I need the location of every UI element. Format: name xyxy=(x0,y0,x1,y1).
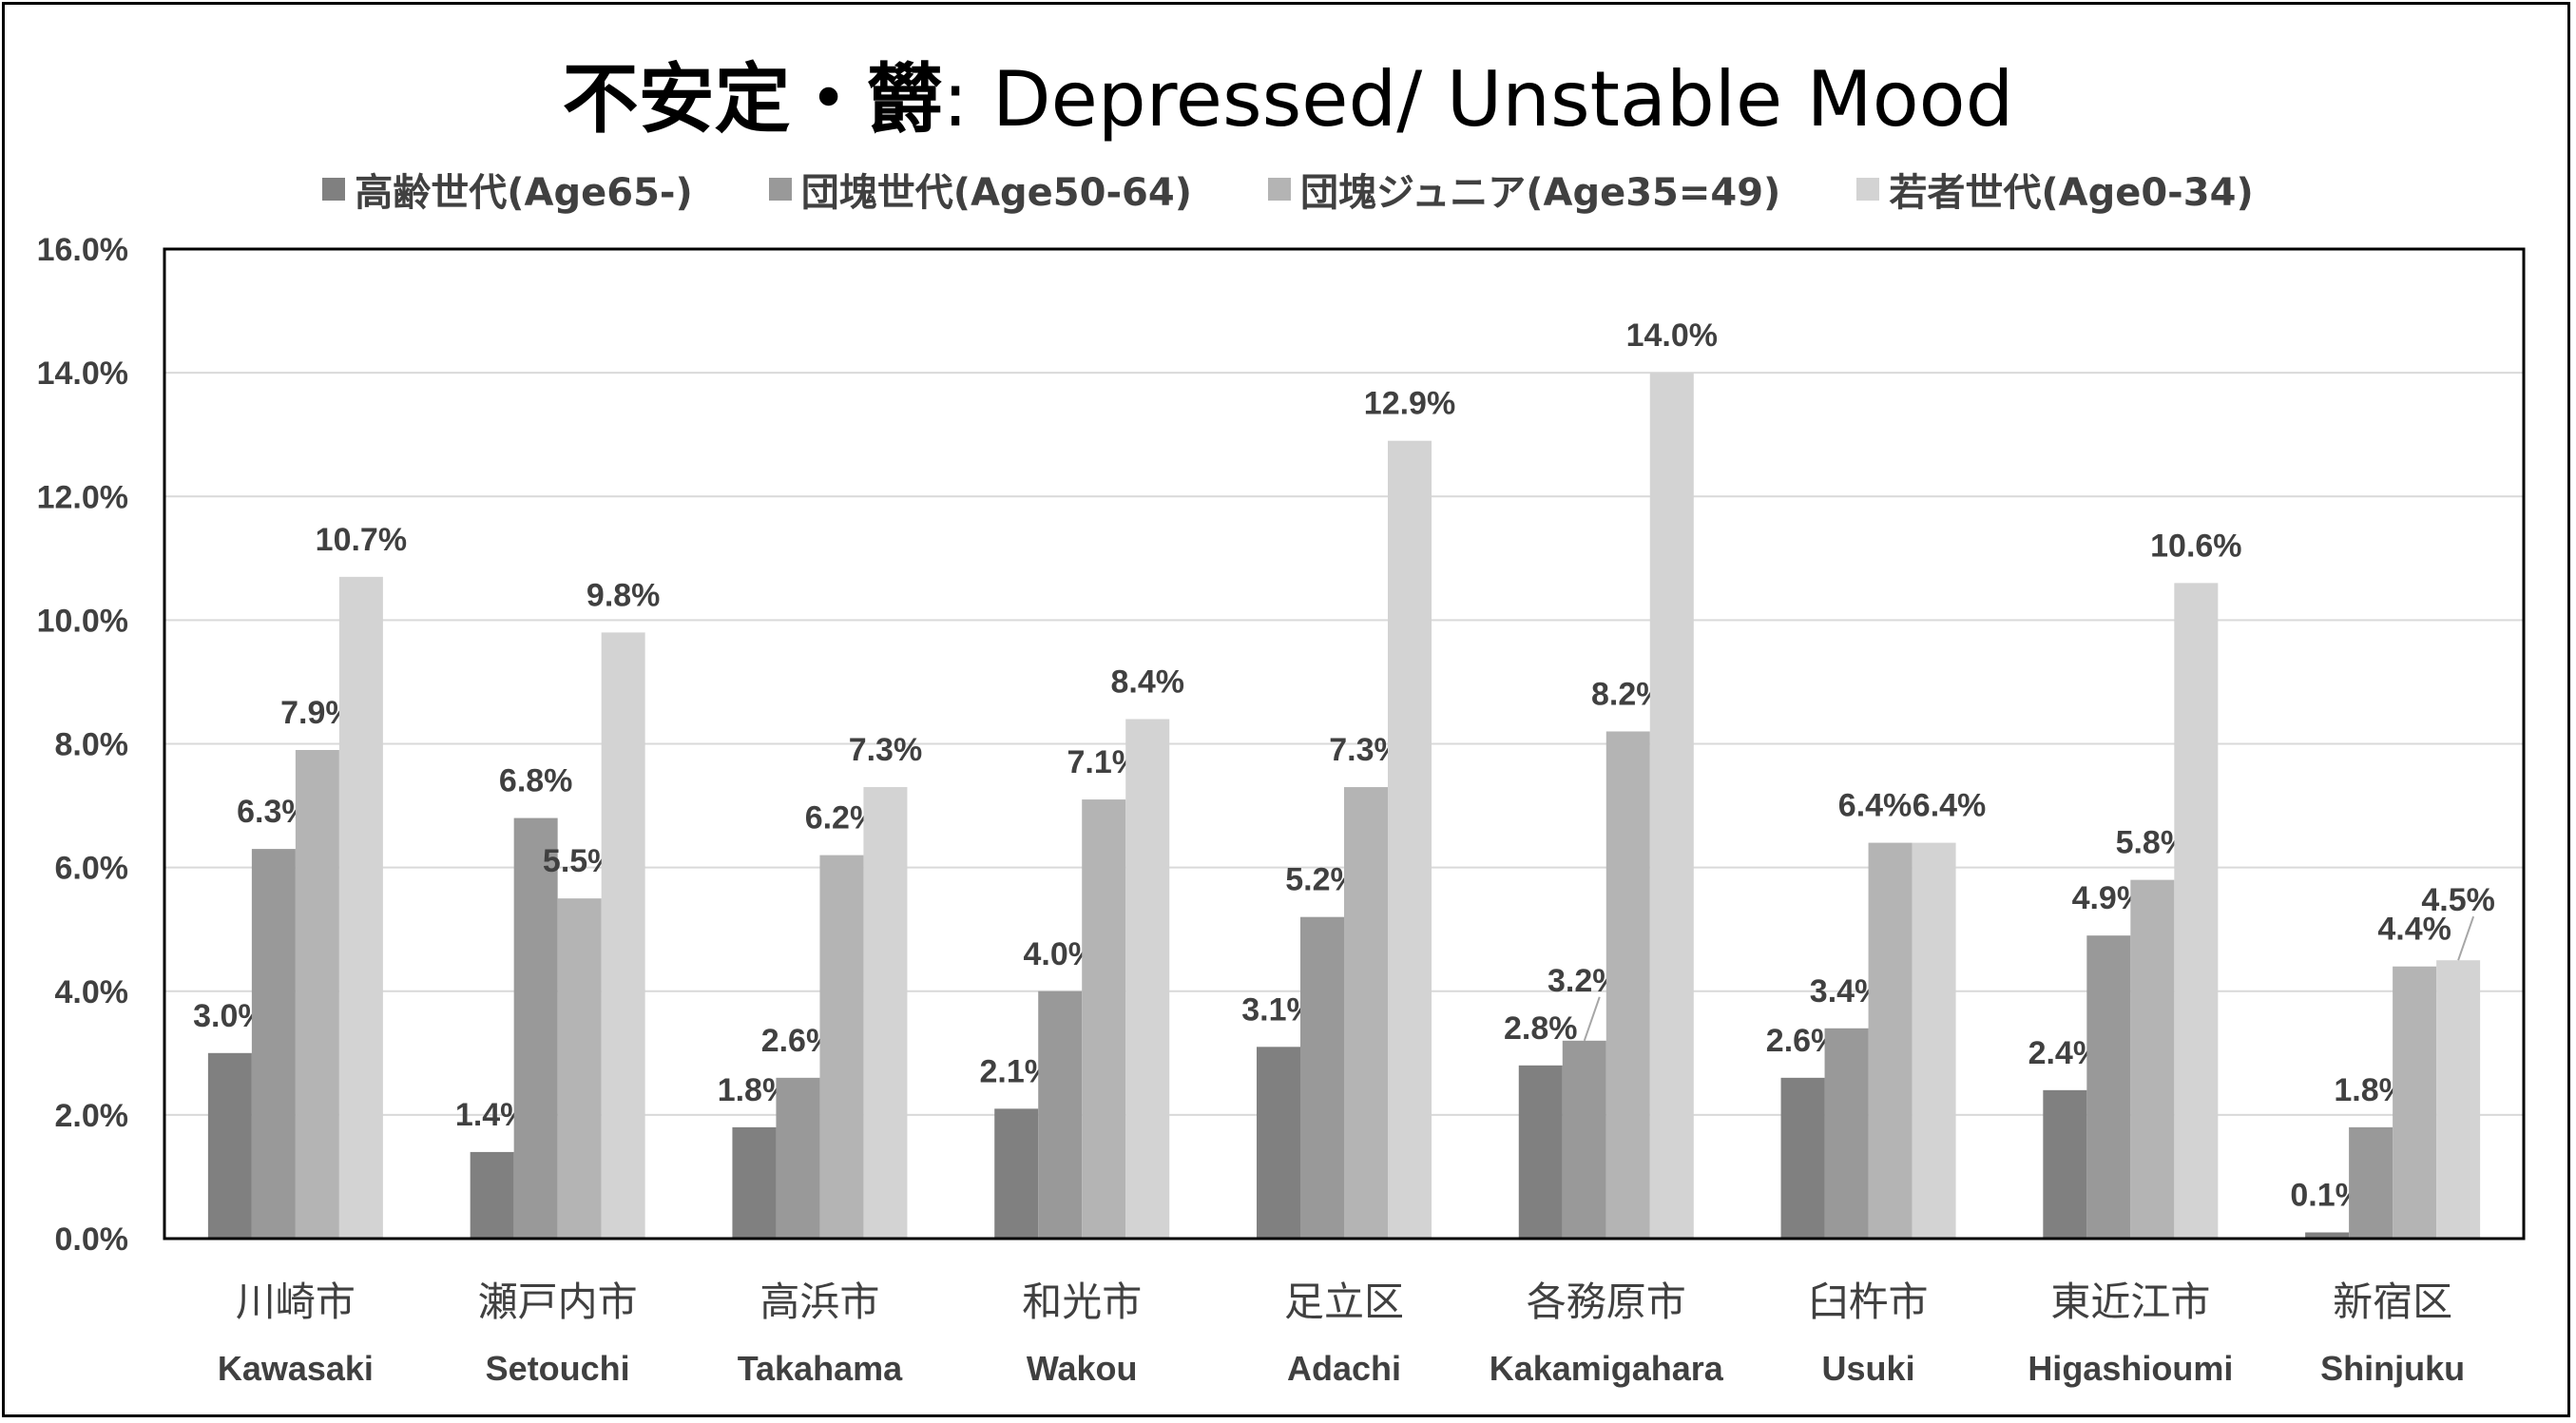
data-label: 6.4% xyxy=(1913,788,1987,824)
category-label-jp: 東近江市 xyxy=(2050,1279,2210,1325)
data-label: 10.7% xyxy=(316,522,407,558)
legend-label: 団塊ジュニア(Age35=49) xyxy=(1300,171,1781,215)
legend-swatch xyxy=(322,178,346,201)
legend-item: 高齢世代(Age65-) xyxy=(322,162,693,217)
bar xyxy=(1038,990,1083,1239)
bar xyxy=(994,1108,1039,1239)
bar xyxy=(2436,960,2481,1239)
legend-item: 団塊ジュニア(Age35=49) xyxy=(1268,162,1780,217)
legend-item: 団塊世代(Age50-64) xyxy=(768,162,1193,217)
bar xyxy=(513,817,558,1239)
bar xyxy=(1125,719,1170,1239)
legend-item: 若者世代(Age0-34) xyxy=(1856,162,2254,217)
bar xyxy=(2174,583,2219,1239)
bar xyxy=(1912,842,1956,1239)
data-label: 4.5% xyxy=(2421,882,2495,918)
data-label: 2.8% xyxy=(1504,1010,1578,1047)
legend-label: 高齢世代(Age65-) xyxy=(355,171,693,215)
bar xyxy=(1868,842,1913,1239)
bar xyxy=(863,787,908,1239)
bar xyxy=(2393,966,2437,1239)
category-label-jp: 臼杵市 xyxy=(1809,1279,1929,1325)
bar xyxy=(1562,1040,1606,1239)
bar xyxy=(2086,935,2131,1239)
legend-swatch xyxy=(1856,178,1880,201)
data-label: 6.8% xyxy=(499,763,573,799)
bar xyxy=(338,576,383,1239)
bar xyxy=(819,855,864,1239)
y-tick-label: 0.0% xyxy=(55,1221,129,1258)
data-label: 9.8% xyxy=(586,577,661,613)
bar xyxy=(557,898,602,1239)
chart-legend: 高齢世代(Age65-) 団塊世代(Age50-64) 団塊ジュニア(Age35=4… xyxy=(0,162,2576,217)
data-label: 4.4% xyxy=(2377,912,2451,948)
category-label-en: Kawasaki xyxy=(218,1349,374,1388)
bar xyxy=(2043,1089,2087,1239)
bar xyxy=(732,1126,777,1239)
data-label: 7.3% xyxy=(849,732,923,768)
category-label-en: Higashioumi xyxy=(2028,1349,2233,1388)
category-label-en: Usuki xyxy=(1822,1349,1915,1388)
bar xyxy=(1300,916,1344,1239)
legend-swatch xyxy=(1268,178,1292,201)
bar xyxy=(251,849,296,1239)
category-label-jp: 高浜市 xyxy=(759,1279,879,1325)
category-label-jp: 新宿区 xyxy=(2333,1279,2452,1325)
y-tick-label: 14.0% xyxy=(37,356,128,392)
legend-label: 若者世代(Age0-34) xyxy=(1889,171,2254,215)
y-tick-label: 4.0% xyxy=(55,974,129,1010)
bar xyxy=(295,750,339,1239)
bar xyxy=(1082,799,1126,1239)
bar xyxy=(1649,373,1694,1239)
data-label: 14.0% xyxy=(1626,317,1718,354)
y-tick-label: 2.0% xyxy=(55,1098,129,1134)
bar xyxy=(1257,1047,1300,1239)
category-label-jp: 足立区 xyxy=(1284,1279,1404,1325)
bar xyxy=(1780,1077,1825,1239)
bar xyxy=(470,1151,514,1239)
category-label-en: Adachi xyxy=(1287,1349,1401,1388)
data-label: 8.4% xyxy=(1110,663,1184,700)
y-tick-label: 8.0% xyxy=(55,727,129,763)
y-tick-label: 10.0% xyxy=(37,603,128,639)
category-label-jp: 瀬戸内市 xyxy=(478,1279,638,1325)
chart-title-jp: 不安定・欝 xyxy=(562,55,943,144)
category-label-en: Shinjuku xyxy=(2320,1349,2465,1388)
bar xyxy=(1824,1028,1869,1239)
bar xyxy=(2305,1232,2350,1239)
category-label-jp: 和光市 xyxy=(1022,1279,1142,1325)
bar xyxy=(1388,440,1432,1240)
bar xyxy=(2349,1126,2393,1239)
label-leader-line xyxy=(2457,915,2475,961)
chart-title-en: : Depressed/ Unstable Mood xyxy=(942,55,2014,144)
data-label: 10.6% xyxy=(2150,528,2241,564)
legend-label: 団塊世代(Age50-64) xyxy=(800,171,1193,215)
category-label-en: Wakou xyxy=(1027,1349,1138,1388)
bar xyxy=(776,1077,820,1239)
y-tick-label: 12.0% xyxy=(37,479,128,515)
category-label-en: Takahama xyxy=(738,1349,903,1388)
bar xyxy=(601,632,645,1239)
category-label-en: Setouchi xyxy=(486,1349,630,1388)
data-label: 12.9% xyxy=(1364,386,1455,422)
category-label-jp: 川崎市 xyxy=(236,1279,356,1325)
bar xyxy=(1518,1065,1563,1239)
bar xyxy=(1344,787,1388,1239)
category-label-en: Kakamigahara xyxy=(1490,1349,1724,1388)
data-label: 6.4% xyxy=(1838,788,1913,824)
bar xyxy=(1605,731,1650,1239)
y-tick-label: 16.0% xyxy=(37,232,128,268)
bar xyxy=(2130,879,2175,1239)
bar xyxy=(207,1052,252,1239)
category-label-jp: 各務原市 xyxy=(1527,1279,1686,1325)
label-leader-line xyxy=(1583,996,1601,1042)
chart-title: 不安定・欝: Depressed/ Unstable Mood xyxy=(0,38,2576,148)
legend-swatch xyxy=(768,178,792,201)
y-tick-label: 6.0% xyxy=(55,851,129,887)
